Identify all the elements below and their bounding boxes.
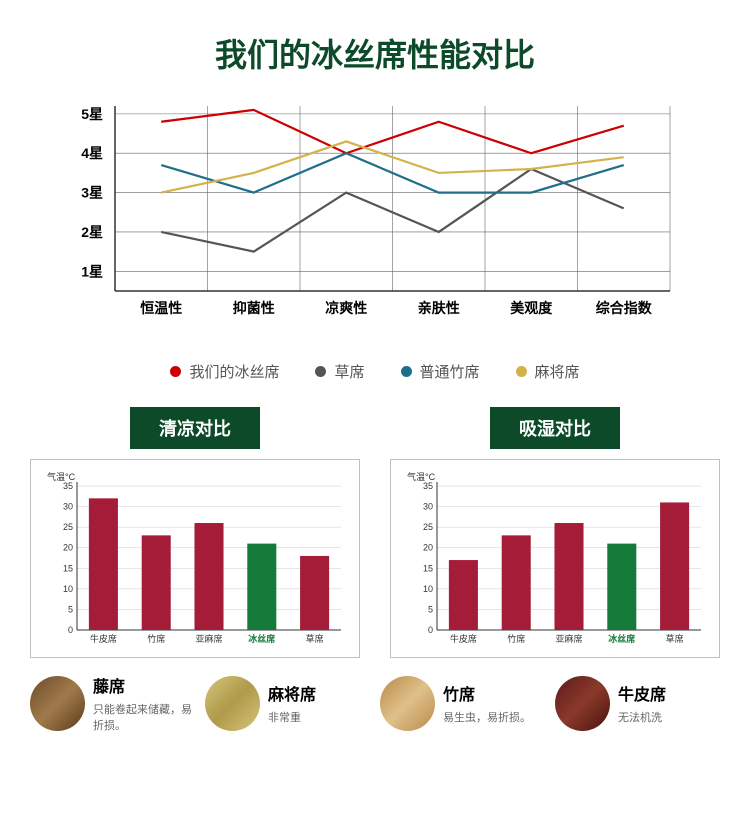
svg-text:竹席: 竹席 <box>507 633 525 644</box>
svg-text:美观度: 美观度 <box>510 300 553 316</box>
svg-text:竹席: 竹席 <box>147 633 165 644</box>
compare-header: 吸湿对比 <box>490 407 620 449</box>
material-name: 竹席 <box>443 681 531 705</box>
svg-text:2星: 2星 <box>81 224 103 240</box>
svg-text:亲肤性: 亲肤性 <box>418 300 460 316</box>
svg-text:草席: 草席 <box>666 633 684 644</box>
svg-text:1星: 1星 <box>81 263 103 279</box>
legend-label: 普通竹席 <box>420 361 480 382</box>
material-desc: 无法机洗 <box>618 709 666 725</box>
legend-label: 我们的冰丝席 <box>189 361 279 382</box>
bottom-item: 藤席只能卷起来储藏，易折损。 <box>30 673 195 733</box>
svg-text:3星: 3星 <box>81 185 103 201</box>
svg-text:30: 30 <box>423 502 433 512</box>
page-title: 我们的冰丝席性能对比 <box>0 0 750 96</box>
svg-text:草席: 草席 <box>306 633 324 644</box>
bottom-text: 牛皮席无法机洗 <box>618 681 666 725</box>
svg-text:35: 35 <box>63 481 73 491</box>
material-desc: 只能卷起来储藏，易折损。 <box>93 701 195 733</box>
svg-text:综合指数: 综合指数 <box>596 300 653 316</box>
bottom-text: 竹席易生虫，易折损。 <box>443 681 531 725</box>
svg-text:5: 5 <box>68 604 73 614</box>
svg-text:15: 15 <box>63 563 73 573</box>
svg-text:5星: 5星 <box>81 106 103 122</box>
material-swatch <box>205 676 260 731</box>
svg-text:牛皮席: 牛皮席 <box>90 633 117 644</box>
line-chart-container: 1星 2星 3星 4星 5星恒温性 抑菌性 凉爽性 亲肤性 美观度 综合指数 <box>0 96 750 346</box>
legend-dot <box>401 366 412 377</box>
svg-text:10: 10 <box>423 584 433 594</box>
svg-text:气温°C: 气温°C <box>47 471 76 482</box>
svg-text:亚麻席: 亚麻席 <box>195 633 222 644</box>
bar-chart: 0 5 10 15 20 25 30 35气温°C 牛皮席 竹席 亚麻席 冰丝席 草席 <box>39 468 349 648</box>
legend-dot <box>516 366 527 377</box>
svg-text:35: 35 <box>423 481 433 491</box>
bar-chart-wrap: 0 5 10 15 20 25 30 35气温°C 牛皮席 竹席 亚麻席 冰丝席 草席 <box>30 459 360 658</box>
svg-text:凉爽性: 凉爽性 <box>325 300 367 316</box>
material-name: 牛皮席 <box>618 681 666 705</box>
svg-text:0: 0 <box>68 625 73 635</box>
material-name: 藤席 <box>93 673 195 697</box>
svg-text:15: 15 <box>423 563 433 573</box>
legend-row: 我们的冰丝席 草席 普通竹席 麻将席 <box>0 346 750 407</box>
compare-column: 清凉对比 0 5 10 15 20 25 30 35气温°C 牛皮席 竹席 亚麻席 冰丝席 草席 <box>30 407 360 658</box>
bottom-text: 麻将席非常重 <box>268 681 316 725</box>
svg-text:20: 20 <box>423 543 433 553</box>
legend-dot <box>170 366 181 377</box>
svg-text:5: 5 <box>428 604 433 614</box>
svg-text:抑菌性: 抑菌性 <box>233 300 275 316</box>
svg-text:亚麻席: 亚麻席 <box>555 633 582 644</box>
bottom-text: 藤席只能卷起来储藏，易折损。 <box>93 673 195 733</box>
svg-text:10: 10 <box>63 584 73 594</box>
legend-item: 普通竹席 <box>401 361 480 382</box>
bottom-item: 竹席易生虫，易折损。 <box>380 673 545 733</box>
bottom-item: 牛皮席无法机洗 <box>555 673 720 733</box>
line-chart: 1星 2星 3星 4星 5星恒温性 抑菌性 凉爽性 亲肤性 美观度 综合指数 <box>60 96 680 321</box>
legend-item: 我们的冰丝席 <box>170 361 279 382</box>
svg-text:25: 25 <box>63 522 73 532</box>
bar-chart: 0 5 10 15 20 25 30 35气温°C 牛皮席 竹席 亚麻席 冰丝席 草席 <box>399 468 709 648</box>
svg-text:冰丝席: 冰丝席 <box>608 633 635 644</box>
svg-text:恒温性: 恒温性 <box>140 300 182 316</box>
bottom-row: 藤席只能卷起来储藏，易折损。 麻将席非常重 竹席易生虫，易折损。 牛皮席无法机洗 <box>0 658 750 753</box>
legend-label: 麻将席 <box>535 361 580 382</box>
svg-text:冰丝席: 冰丝席 <box>248 633 275 644</box>
svg-text:20: 20 <box>63 543 73 553</box>
material-swatch <box>555 676 610 731</box>
material-desc: 非常重 <box>268 709 316 725</box>
legend-item: 草席 <box>315 361 364 382</box>
legend-dot <box>315 366 326 377</box>
compare-row: 清凉对比05101520253035气温°C牛皮席竹席亚麻席冰丝席草席吸湿对比0… <box>0 407 750 658</box>
svg-text:0: 0 <box>428 625 433 635</box>
svg-text:25: 25 <box>423 522 433 532</box>
bottom-item: 麻将席非常重 <box>205 673 370 733</box>
material-name: 麻将席 <box>268 681 316 705</box>
compare-column: 吸湿对比 0 5 10 15 20 25 30 35气温°C 牛皮席 竹席 亚麻席 冰丝席 草席 <box>390 407 720 658</box>
material-swatch <box>30 676 85 731</box>
legend-label: 草席 <box>334 361 364 382</box>
material-desc: 易生虫，易折损。 <box>443 709 531 725</box>
material-swatch <box>380 676 435 731</box>
svg-text:气温°C: 气温°C <box>407 471 436 482</box>
bar-chart-wrap: 0 5 10 15 20 25 30 35气温°C 牛皮席 竹席 亚麻席 冰丝席 草席 <box>390 459 720 658</box>
svg-text:4星: 4星 <box>81 145 103 161</box>
svg-text:30: 30 <box>63 502 73 512</box>
compare-header: 清凉对比 <box>130 407 260 449</box>
svg-text:牛皮席: 牛皮席 <box>450 633 477 644</box>
legend-item: 麻将席 <box>516 361 580 382</box>
